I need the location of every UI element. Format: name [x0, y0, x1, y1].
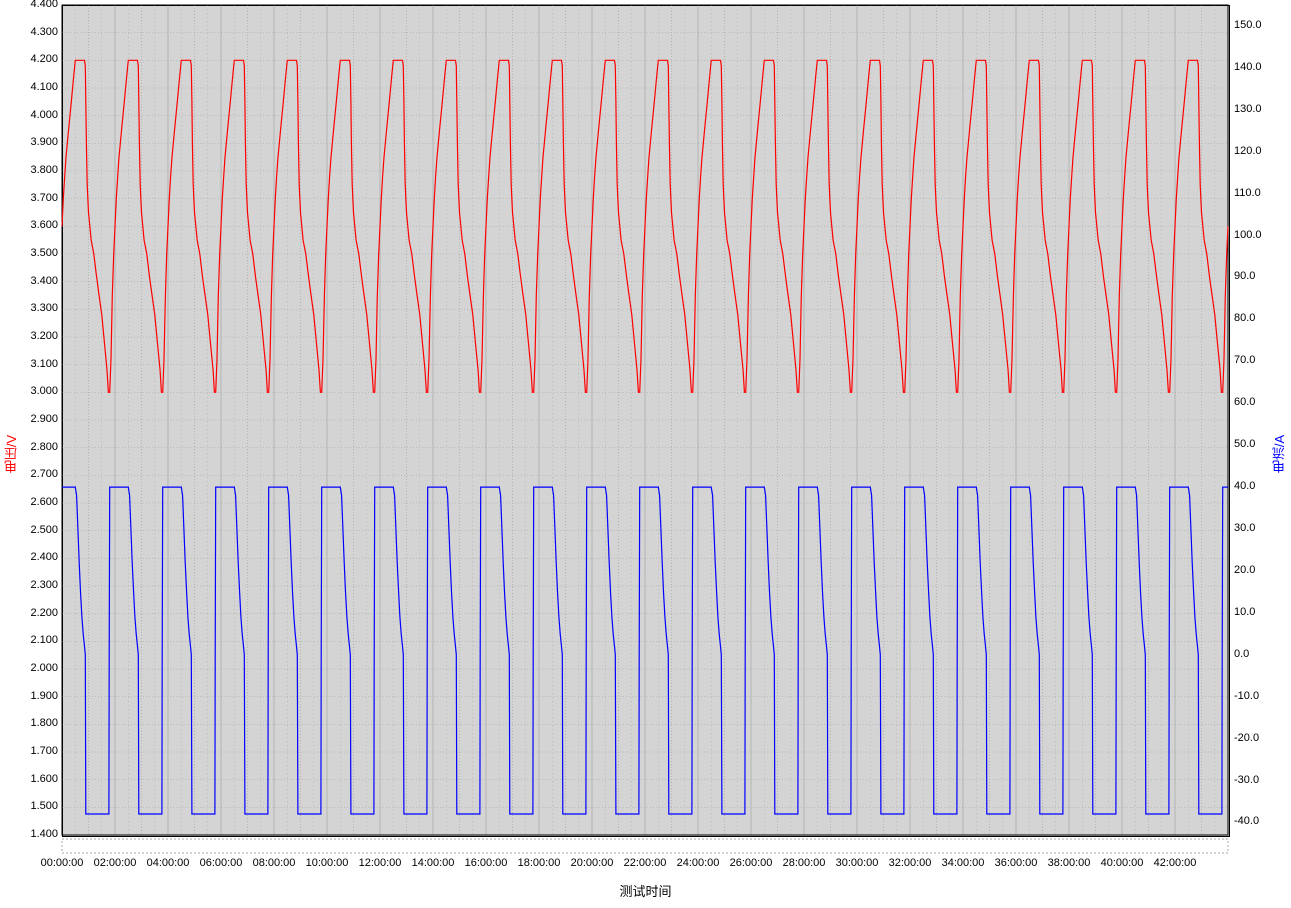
y-right-tick: -40.0 [1234, 815, 1259, 827]
x-tick: 08:00:00 [253, 857, 296, 869]
y-left-tick: 3.000 [18, 385, 58, 397]
y-left-tick: 4.400 [18, 0, 58, 10]
y-right-tick: -30.0 [1234, 774, 1259, 786]
y-axis-right-title: 电流/A [1270, 435, 1289, 473]
x-tick: 36:00:00 [995, 857, 1038, 869]
y-left-tick: 1.800 [18, 717, 58, 729]
y-left-tick: 2.400 [18, 551, 58, 563]
x-tick: 28:00:00 [783, 857, 826, 869]
x-tick: 34:00:00 [942, 857, 985, 869]
x-tick: 40:00:00 [1101, 857, 1144, 869]
x-tick: 20:00:00 [571, 857, 614, 869]
y-left-tick: 2.700 [18, 468, 58, 480]
y-left-tick: 4.000 [18, 109, 58, 121]
y-right-tick: 30.0 [1234, 522, 1255, 534]
x-tick: 42:00:00 [1154, 857, 1197, 869]
y-left-tick: 3.800 [18, 164, 58, 176]
x-tick: 04:00:00 [147, 857, 190, 869]
y-right-tick: 20.0 [1234, 564, 1255, 576]
y-right-tick: 140.0 [1234, 61, 1262, 73]
x-tick: 24:00:00 [677, 857, 720, 869]
y-left-tick: 2.200 [18, 607, 58, 619]
y-right-tick: 70.0 [1234, 354, 1255, 366]
y-left-tick: 4.200 [18, 53, 58, 65]
x-tick: 14:00:00 [412, 857, 455, 869]
y-left-tick: 2.100 [18, 634, 58, 646]
y-right-tick: 50.0 [1234, 438, 1255, 450]
y-left-tick: 2.500 [18, 524, 58, 536]
y-right-tick: 10.0 [1234, 606, 1255, 618]
y-left-tick: 1.700 [18, 745, 58, 757]
y-right-tick: 120.0 [1234, 145, 1262, 157]
x-tick: 02:00:00 [94, 857, 137, 869]
series-voltage [62, 60, 1228, 392]
x-tick: 30:00:00 [836, 857, 879, 869]
x-tick: 12:00:00 [359, 857, 402, 869]
x-tick: 16:00:00 [465, 857, 508, 869]
y-left-tick: 2.600 [18, 496, 58, 508]
series-current [62, 487, 1228, 814]
y-left-tick: 3.700 [18, 192, 58, 204]
data-svg [0, 0, 1291, 908]
x-axis-title: 测试时间 [619, 881, 671, 900]
y-left-tick: 3.600 [18, 219, 58, 231]
y-left-tick: 3.200 [18, 330, 58, 342]
x-tick: 10:00:00 [306, 857, 349, 869]
x-tick: 18:00:00 [518, 857, 561, 869]
y-left-tick: 1.900 [18, 690, 58, 702]
y-axis-left-title: 电压/V [2, 435, 21, 473]
x-tick: 22:00:00 [624, 857, 667, 869]
y-right-tick: 110.0 [1234, 187, 1261, 199]
y-left-tick: 3.400 [18, 275, 58, 287]
y-right-tick: 0.0 [1234, 648, 1249, 660]
x-tick: 38:00:00 [1048, 857, 1091, 869]
y-right-tick: 80.0 [1234, 312, 1255, 324]
y-left-tick: 2.900 [18, 413, 58, 425]
y-right-tick: 60.0 [1234, 396, 1255, 408]
x-tick: 06:00:00 [200, 857, 243, 869]
y-left-tick: 4.100 [18, 81, 58, 93]
y-right-tick: -10.0 [1234, 690, 1259, 702]
y-left-tick: 1.500 [18, 800, 58, 812]
y-right-tick: 130.0 [1234, 103, 1262, 115]
y-right-tick: 150.0 [1234, 19, 1262, 31]
chart-container: 1.400 1.500 1.600 1.700 1.800 1.900 2.000 2.100… [0, 0, 1291, 908]
y-left-tick: 4.300 [18, 26, 58, 38]
x-tick: 26:00:00 [730, 857, 773, 869]
y-left-tick: 3.300 [18, 302, 58, 314]
x-tick: 00:00:00 [41, 857, 84, 869]
y-right-tick: -20.0 [1234, 732, 1259, 744]
y-right-tick: 100.0 [1234, 229, 1262, 241]
y-left-tick: 3.500 [18, 247, 58, 259]
y-left-tick: 3.900 [18, 136, 58, 148]
y-left-tick: 2.000 [18, 662, 58, 674]
y-left-tick: 2.300 [18, 579, 58, 591]
y-left-tick: 1.400 [18, 828, 58, 840]
y-left-tick: 3.100 [18, 358, 58, 370]
x-tick: 32:00:00 [889, 857, 932, 869]
y-right-tick: 90.0 [1234, 270, 1255, 282]
y-left-tick: 1.600 [18, 773, 58, 785]
y-right-tick: 40.0 [1234, 480, 1255, 492]
y-left-tick: 2.800 [18, 441, 58, 453]
